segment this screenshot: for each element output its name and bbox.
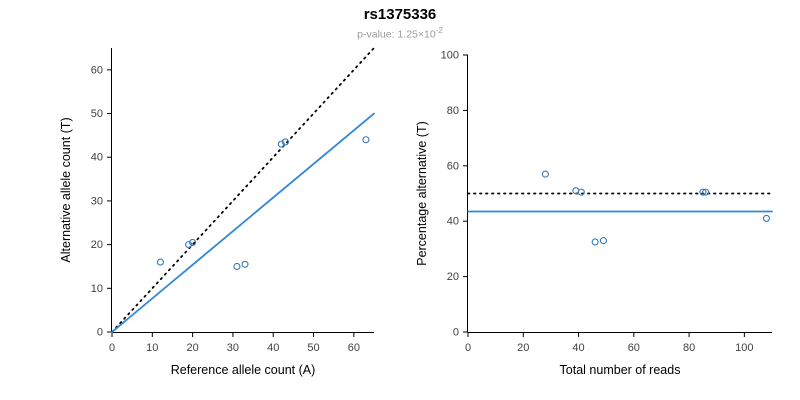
- data-point: [699, 188, 707, 196]
- data-point: [156, 258, 164, 266]
- y-tick-label: 40: [447, 216, 459, 228]
- data-point: [233, 262, 241, 271]
- x-tick-label: 80: [683, 342, 695, 354]
- x-tick-label: 30: [227, 342, 239, 354]
- regression-line: [111, 112, 375, 333]
- data-point: [599, 237, 607, 245]
- data-point: [362, 136, 370, 144]
- x-tick-label: 20: [517, 342, 529, 354]
- x-tick-label: 40: [267, 342, 279, 354]
- x-tick-label: 60: [348, 342, 360, 354]
- y-axis-label: Alternative allele count (T): [59, 117, 73, 262]
- data-point: [762, 214, 771, 222]
- x-axis-label: Total number of reads: [560, 363, 681, 377]
- x-tick-label: 10: [146, 342, 158, 354]
- figure-header: rs1375336 p-value: 1.25×10-2: [0, 6, 800, 42]
- x-tick-label: 60: [628, 342, 640, 354]
- y-tick-label: 0: [97, 327, 103, 339]
- y-tick-label: 20: [91, 239, 103, 251]
- x-tick-label: 40: [572, 342, 584, 354]
- x-tick-label: 50: [307, 342, 319, 354]
- y-tick-label: 20: [447, 271, 459, 283]
- p-value-label: p-value: 1.25×10-2: [0, 24, 800, 42]
- y-tick-label: 60: [91, 64, 103, 76]
- p-value-exponent: -2: [435, 26, 443, 35]
- x-tick-label: 0: [109, 342, 115, 354]
- right-plot: 0 20 40 60 80 100 0 20 40 60 80 100 Total number of …: [415, 50, 773, 377]
- data-point: [281, 138, 289, 146]
- data-point: [577, 188, 585, 196]
- identity-line: [111, 47, 375, 333]
- x-tick-label: 0: [465, 342, 471, 354]
- y-tick-label: 60: [447, 160, 459, 172]
- y-tick-label: 30: [91, 195, 103, 207]
- y-tick-label: 100: [441, 50, 459, 62]
- page-title: rs1375336: [363, 6, 437, 23]
- data-point: [277, 140, 285, 148]
- x-tick-label: 100: [735, 342, 753, 354]
- y-axis-label: Percentage alternative (T): [415, 121, 429, 266]
- y-tick-label: 10: [91, 283, 103, 295]
- data-point: [185, 241, 193, 249]
- x-axis-label: Reference allele count (A): [171, 363, 316, 377]
- data-point: [541, 170, 549, 178]
- data-point: [189, 238, 197, 246]
- y-tick-label: 50: [91, 108, 103, 120]
- left-plot: 0 10 20 30 40 50 60 0 10 20 30 40 50 60 Reference alle…: [59, 47, 375, 377]
- x-tick-label: 20: [186, 342, 198, 354]
- p-value-base: p-value: 1.25×10: [357, 28, 436, 41]
- y-tick-label: 80: [447, 105, 459, 117]
- data-point: [702, 188, 710, 196]
- y-tick-label: 0: [453, 327, 459, 339]
- y-tick-label: 40: [91, 152, 103, 164]
- data-point: [241, 260, 249, 268]
- data-point: [591, 238, 599, 246]
